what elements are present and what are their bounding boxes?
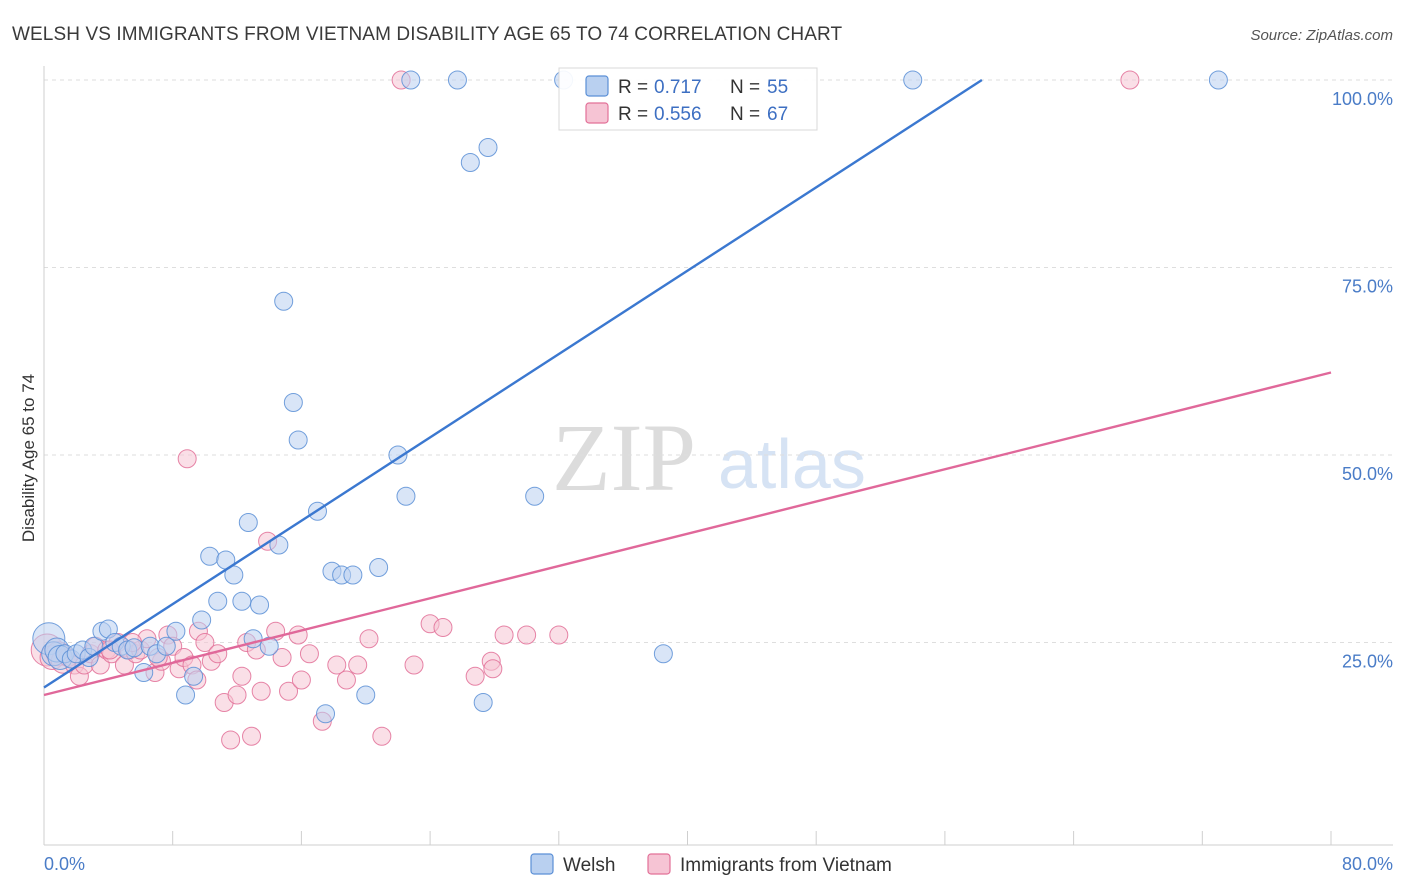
vietnam-point-32 [221,730,241,750]
legend-n-value-welsh: 55 [767,77,788,98]
vietnam-point-48 [372,726,392,746]
legend-r-value-welsh: 0.717 [654,77,702,98]
welsh-point-27 [224,565,244,585]
welsh-point-47 [447,70,467,90]
y-tick-label-2: 75.0% [1342,277,1393,297]
welsh-point-55 [1208,70,1228,90]
vietnam-point-57 [517,625,537,645]
x-tick-label-min: 0.0% [44,854,85,874]
vietnam-point-44 [327,655,347,675]
trend-line-welsh [43,78,983,689]
vietnam-point-42 [299,644,319,664]
welsh-point-36 [288,430,308,450]
bottom-legend-swatch-welsh [530,853,554,875]
vietnam-point-35 [242,726,262,746]
welsh-point-35 [283,393,303,412]
welsh-point-53 [653,644,673,664]
welsh-point-43 [369,558,389,577]
welsh-point-45 [396,486,416,506]
vietnam-point-45 [336,670,356,690]
vietnam-point-52 [433,618,453,637]
bottom-legend-label-vietnam: Immigrants from Vietnam [680,855,892,876]
vietnam-point-50 [404,655,424,675]
vietnam-point-40 [279,681,299,701]
welsh-point-23 [192,610,212,630]
gridlines [44,79,1393,643]
legend-n-label-welsh: N = [730,77,760,98]
legend-swatch-vietnam [585,102,609,124]
bottom-legend: Welsh Immigrants from Vietnam [530,853,892,876]
y-tick-label-0: 25.0% [1342,652,1393,672]
y-tick-label-1: 50.0% [1342,464,1393,484]
legend-swatch-welsh [585,75,609,97]
legend: R = 0.717 N = 55 R = 0.556 N = 67 [558,67,818,131]
trend-lines [43,78,1332,697]
legend-n-value-vietnam: 67 [767,104,788,125]
welsh-point-32 [259,636,279,656]
welsh-point-50 [478,138,498,157]
vietnam-point-65 [291,670,311,690]
vietnam-point-56 [494,625,514,645]
welsh-point-30 [250,595,270,615]
welsh-point-34 [274,291,294,311]
welsh-point-42 [356,685,376,705]
vietnam-point-55 [483,659,503,679]
legend-r-label-welsh: R = [618,77,648,98]
y-tick-label-3: 100.0% [1332,89,1393,109]
axes [43,66,1393,846]
vietnam-point-58 [549,625,569,645]
legend-r-label-vietnam: R = [618,104,648,125]
welsh-point-48 [473,693,493,712]
bottom-legend-label-welsh: Welsh [563,855,615,876]
watermark: ZIP atlas [552,404,866,511]
welsh-point-38 [316,704,336,724]
welsh-point-46 [401,70,421,90]
vietnam-point-36 [251,681,271,701]
welsh-point-19 [156,636,176,656]
legend-n-label-vietnam: N = [730,104,760,125]
vietnam-point-28 [195,633,215,652]
welsh-point-44 [388,445,408,465]
welsh-point-15 [124,638,144,658]
vietnam-point-34 [232,666,252,686]
vietnam-point-25 [177,449,197,469]
welsh-point-22 [184,666,204,686]
trend-line-vietnam [43,371,1332,697]
vietnam-point-39 [272,648,292,667]
series-welsh [32,70,1228,724]
legend-r-value-vietnam: 0.556 [654,104,702,125]
chart-title: WELSH VS IMMIGRANTS FROM VIETNAM DISABIL… [12,24,842,45]
vietnam-point-59 [1120,70,1140,90]
y-axis-label: Disability Age 65 to 74 [19,374,38,542]
watermark-zip: ZIP [552,404,696,511]
welsh-point-24 [200,546,220,566]
welsh-point-28 [232,591,252,611]
welsh-point-54 [903,70,923,90]
welsh-point-20 [166,621,186,641]
vietnam-point-46 [348,655,368,675]
welsh-point-29 [238,513,258,532]
vietnam-point-47 [359,629,379,649]
vietnam-point-33 [227,685,247,705]
chart-source: Source: ZipAtlas.com [1250,27,1393,44]
bottom-legend-swatch-vietnam [647,853,671,875]
welsh-point-49 [460,153,480,172]
welsh-point-25 [208,591,228,611]
welsh-point-41 [343,565,363,585]
vietnam-point-53 [465,666,485,686]
welsh-point-51 [525,486,545,506]
watermark-atlas: atlas [718,425,866,503]
y-tick-labels: 25.0% 50.0% 75.0% 100.0% [1332,89,1393,672]
welsh-point-21 [176,685,196,705]
x-tick-label-max: 80.0% [1342,854,1393,874]
